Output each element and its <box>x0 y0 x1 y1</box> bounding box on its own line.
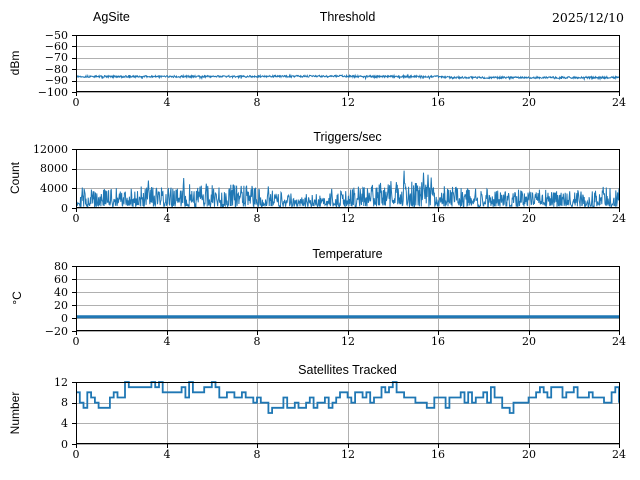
x-tick-label: 16 <box>431 448 445 461</box>
x-tick-label: 24 <box>612 96 626 109</box>
y-tick-label: 20 <box>54 299 68 312</box>
x-tick-label: 20 <box>522 448 536 461</box>
triggers-title-row: Triggers/sec <box>76 130 619 147</box>
x-tick-label: 12 <box>341 448 355 461</box>
x-tick-label: 4 <box>163 212 171 225</box>
satellites-plot <box>72 381 620 448</box>
y-tick-label: 12000 <box>33 143 68 156</box>
tick-marks <box>72 382 620 448</box>
x-tick-label: 12 <box>341 96 355 109</box>
y-tick-label: 0 <box>61 202 68 215</box>
temperature-plot <box>72 266 620 335</box>
y-tick-label: −50 <box>44 29 68 42</box>
y-tick-label: −100 <box>37 86 68 99</box>
y-tick-label: 8 <box>61 396 68 409</box>
chart-title-threshold: Threshold <box>319 10 376 24</box>
chart-title-triggers: Triggers/sec <box>313 130 382 144</box>
y-tick-label: −80 <box>44 63 68 76</box>
axes-spines <box>76 382 620 444</box>
x-tick-label: 0 <box>72 96 80 109</box>
y-tick-label: 0 <box>61 312 68 325</box>
x-tick-label: 16 <box>431 335 445 348</box>
x-tick-label: 20 <box>522 335 536 348</box>
x-tick-label: 8 <box>253 448 261 461</box>
axes-spines <box>76 149 620 208</box>
y-tick-label: 80 <box>54 260 68 273</box>
y-tick-label: −70 <box>44 51 68 64</box>
tick-marks <box>72 149 620 212</box>
y-tick-label: −60 <box>44 40 68 53</box>
y-tick-label: 40 <box>54 286 68 299</box>
x-tick-label: 20 <box>522 212 536 225</box>
y-tick-label: 8000 <box>40 162 68 175</box>
x-tick-label: 16 <box>431 96 445 109</box>
y-tick-label: 60 <box>54 273 68 286</box>
x-tick-label: 8 <box>253 335 261 348</box>
x-tick-label: 4 <box>163 335 171 348</box>
grid-lines <box>76 266 620 332</box>
x-tick-label: 24 <box>612 212 626 225</box>
y-tick-label: 0 <box>61 438 68 451</box>
tick-marks <box>72 35 620 96</box>
grid-lines <box>76 35 620 93</box>
temperature-title-row: Temperature <box>76 247 619 264</box>
x-tick-label: 20 <box>522 96 536 109</box>
series-line <box>76 73 619 81</box>
x-tick-label: 24 <box>612 335 626 348</box>
threshold-plot <box>72 35 620 96</box>
date-title: 2025/12/10 <box>551 10 624 25</box>
chart-title-temperature: Temperature <box>312 247 383 261</box>
x-tick-label: 12 <box>341 335 355 348</box>
grid-lines <box>76 382 620 445</box>
x-tick-label: 0 <box>72 448 80 461</box>
threshold-title-row: Threshold AgSite 2025/12/10 <box>76 10 624 27</box>
y-tick-label: −90 <box>44 74 68 87</box>
y-tick-label: −20 <box>44 325 68 338</box>
tick-marks <box>72 266 620 335</box>
x-tick-label: 4 <box>163 448 171 461</box>
x-tick-label: 8 <box>253 212 261 225</box>
x-tick-label: 16 <box>431 212 445 225</box>
axes-spines <box>76 35 620 92</box>
y-tick-label: 4000 <box>40 182 68 195</box>
axes-spines <box>76 266 620 331</box>
x-tick-label: 12 <box>341 212 355 225</box>
x-tick-label: 8 <box>253 96 261 109</box>
series-line <box>76 170 619 209</box>
series-line <box>76 381 619 414</box>
satellites-title-row: Satellites Tracked <box>76 363 619 380</box>
x-tick-label: 0 <box>72 212 80 225</box>
site-name-title: AgSite <box>93 10 130 24</box>
x-tick-label: 24 <box>612 448 626 461</box>
y-tick-label: 12 <box>54 376 68 389</box>
y-tick-label: 4 <box>61 417 68 430</box>
x-tick-label: 4 <box>163 96 171 109</box>
triggers-plot <box>72 149 620 212</box>
chart-title-satellites: Satellites Tracked <box>298 363 397 377</box>
x-tick-label: 0 <box>72 335 80 348</box>
